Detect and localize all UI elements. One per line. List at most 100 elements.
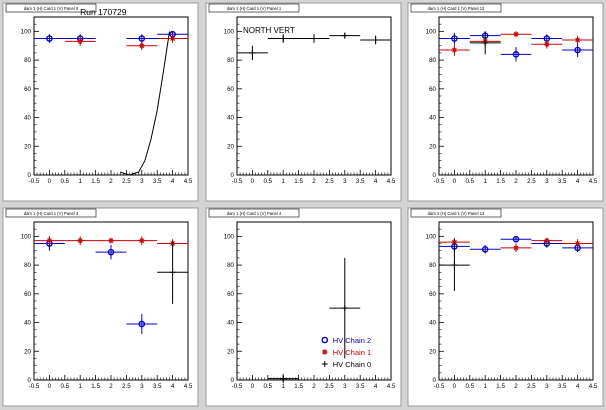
- data-point: [562, 239, 593, 248]
- pad-background: [407, 207, 604, 407]
- marker: [451, 35, 458, 42]
- data-point: [500, 47, 532, 62]
- pad-5: dam 1 (H) Card 1 (V) Panel 4-0.5 0 0.5 1 1.5…: [205, 207, 402, 407]
- pad-label: dam 1 (H) Card 1 (V) Panel 3: [5, 208, 97, 218]
- y-tick-label: 60: [24, 291, 31, 298]
- x-tick-label: 4.5: [184, 383, 193, 390]
- data-point: [34, 34, 65, 43]
- x-tick-label: 2: [109, 383, 113, 390]
- series-hv-chain-0: [237, 32, 391, 61]
- y-tick-label: 80: [227, 57, 234, 64]
- x-tick-label: 0.5: [465, 383, 474, 390]
- x-tick-label: 3.5: [356, 178, 365, 185]
- x-tick-label: 0.5: [60, 383, 69, 390]
- data-point: [95, 237, 127, 244]
- x-axis: -0.5 0 0.5 1 1.5 2 2.5 3 3.5 4 4.5: [434, 375, 598, 390]
- marker: [574, 46, 581, 54]
- x-tick-label: 3: [140, 178, 144, 185]
- y-tick-label: 80: [429, 262, 436, 269]
- marker: [280, 375, 287, 382]
- marker: [139, 237, 145, 244]
- x-tick-label: 2.5: [325, 383, 334, 390]
- x-axis: -0.5 0 0.5 1 1.5 2 2.5 3 3.5 4 4.5: [434, 170, 598, 185]
- y-tick-label: 40: [227, 320, 234, 327]
- pad-label-text: dam 1 (H) Card 1 (V) Panel 0: [24, 6, 79, 11]
- data-point: [469, 244, 501, 254]
- pad-background: [407, 2, 604, 202]
- pad-label-box: [410, 208, 502, 218]
- marker: [169, 35, 176, 42]
- y-tick-label: 80: [227, 262, 234, 269]
- x-axis: -0.5 0 0.5 1 1.5 2 2.5 3 3.5 4 4.5: [232, 170, 396, 185]
- y-tick-label: 100: [21, 28, 32, 35]
- legend-label: HV Chain 1: [333, 348, 371, 357]
- x-tick-label: 0: [453, 178, 457, 185]
- y-tick-label: 20: [429, 348, 436, 355]
- y-tick-label: 0: [231, 172, 235, 179]
- y-tick-label: 60: [227, 86, 234, 93]
- legend-marker: [321, 361, 328, 367]
- pad-background: [205, 207, 402, 407]
- y-tick-label: 100: [21, 233, 32, 240]
- y-tick-label: 0: [28, 377, 32, 384]
- x-axis: -0.5 0 0.5 1 1.5 2 2.5 3 3.5 4 4.5: [232, 375, 396, 390]
- pad-4: dam 1 (H) Card 1 (V) Panel 3-0.5 0 0.5 1 1.5…: [2, 207, 199, 407]
- marker: [108, 237, 114, 244]
- pad-label-box: [410, 3, 502, 13]
- data-point: [531, 39, 563, 49]
- x-tick-label: 3: [343, 178, 347, 185]
- pad-label: dam 1 (H) Card 1 (V) Panel 0: [5, 3, 97, 13]
- pad-label-text: dam 1 (H) Card 1 (V) Panel 4: [227, 211, 282, 216]
- pad-label: dam 1 (H) Card 1 (V) Panel 4: [208, 208, 300, 218]
- data-point: [95, 244, 127, 260]
- legend-marker: [321, 336, 329, 344]
- marker: [138, 35, 146, 42]
- marker: [512, 51, 520, 58]
- x-tick-label: 2.5: [325, 178, 334, 185]
- x-tick-label: 4: [374, 178, 378, 185]
- legend-label: HV Chain 2: [333, 336, 371, 345]
- y-tick-label: 0: [231, 377, 235, 384]
- data-point: [329, 257, 361, 359]
- x-tick-label: 1: [281, 178, 285, 185]
- y-axis: 0 20 40 60 80 100: [426, 228, 444, 384]
- x-tick-label: 0.5: [263, 383, 272, 390]
- pad-1: dam 1 (H) Card 1 (V) Panel 0 Run 170729 -0…: [2, 2, 199, 202]
- y-tick-label: 20: [24, 348, 31, 355]
- data-point: [64, 37, 96, 46]
- data-point: [469, 31, 501, 55]
- marker: [139, 42, 145, 49]
- pad-label-box: [5, 3, 97, 13]
- pad-label-text: dam 1 (H) Card 1 (V) Panel 1: [227, 6, 282, 11]
- x-tick-label: 3.5: [153, 178, 162, 185]
- x-tick-label: 3.5: [153, 383, 162, 390]
- marker: [77, 237, 83, 244]
- pad-background: [2, 207, 199, 407]
- legend-marker: [321, 349, 328, 355]
- data-point: [237, 45, 268, 61]
- x-tick-label: 3: [140, 383, 144, 390]
- marker: [46, 35, 53, 42]
- data-point: [126, 41, 158, 51]
- x-tick-label: 2: [312, 383, 316, 390]
- pad-label-text: dam 1 (H) Card 1 (V) Panel 12: [428, 6, 485, 11]
- pad-background: [205, 2, 402, 202]
- legend-entry: HV Chain 1: [321, 348, 371, 357]
- y-tick-label: 40: [24, 320, 31, 327]
- data-point: [64, 236, 96, 245]
- data-point: [298, 34, 330, 43]
- x-tick-label: 0: [251, 178, 255, 185]
- data-point: [531, 237, 563, 244]
- x-tick-label: 3.5: [356, 383, 365, 390]
- y-axis: 0 20 40 60 80 100: [21, 228, 39, 384]
- y-tick-label: 100: [224, 28, 235, 35]
- x-tick-label: 3: [343, 383, 347, 390]
- x-tick-label: 1.5: [496, 383, 505, 390]
- y-tick-label: 60: [24, 86, 31, 93]
- x-tick-label: -0.5: [29, 178, 40, 185]
- marker: [512, 235, 520, 243]
- fit-curve: [120, 31, 170, 176]
- marker: [169, 269, 176, 276]
- data-point: [329, 32, 361, 39]
